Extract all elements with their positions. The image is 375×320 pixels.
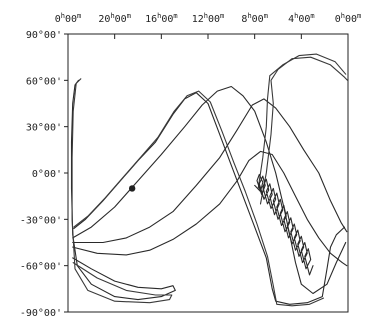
track-line-9 <box>257 53 347 189</box>
track-line-8 <box>259 56 348 205</box>
track-line-6 <box>71 78 173 304</box>
track-line-10 <box>254 173 314 276</box>
position-marker <box>128 185 136 192</box>
x-tick-label: 20h00m <box>98 12 131 25</box>
y-tick-label: 60°00' <box>26 76 62 87</box>
x-tick-label: 16h00m <box>145 12 178 25</box>
x-tick-label: 4h00m <box>288 12 315 25</box>
y-tick-label: -90°00' <box>20 308 62 319</box>
markers <box>128 185 136 192</box>
y-tick-label: 30°00' <box>26 123 62 134</box>
y-tick-label: 90°00' <box>26 30 62 41</box>
orbit-tracks <box>70 53 348 307</box>
track-line-2 <box>72 85 347 295</box>
x-tick-label: 0h00m <box>55 12 82 25</box>
y-tick-label: 0°00' <box>32 169 62 180</box>
track-line-4 <box>72 150 348 267</box>
track-line-7 <box>73 90 325 307</box>
y-axis-ticks: 90°00' 60°00' 30°00' 0°00' -30°00' -60°00' -90… <box>20 30 68 319</box>
x-tick-label: 0h00m <box>335 12 362 25</box>
plot-frame <box>67 33 349 313</box>
x-tick-label: 8h00m <box>241 12 268 25</box>
track-line-1 <box>73 92 346 305</box>
y-tick-label: -60°00' <box>20 262 62 273</box>
x-axis-ticks: 0h00m 20h00m 16h00m 12h00m 8h00m 4h00m 0h00m <box>55 12 362 39</box>
track-line-3 <box>72 98 348 244</box>
y-tick-label: -30°00' <box>20 215 62 226</box>
x-tick-label: 12h00m <box>192 12 225 25</box>
track-line-5 <box>70 79 176 301</box>
